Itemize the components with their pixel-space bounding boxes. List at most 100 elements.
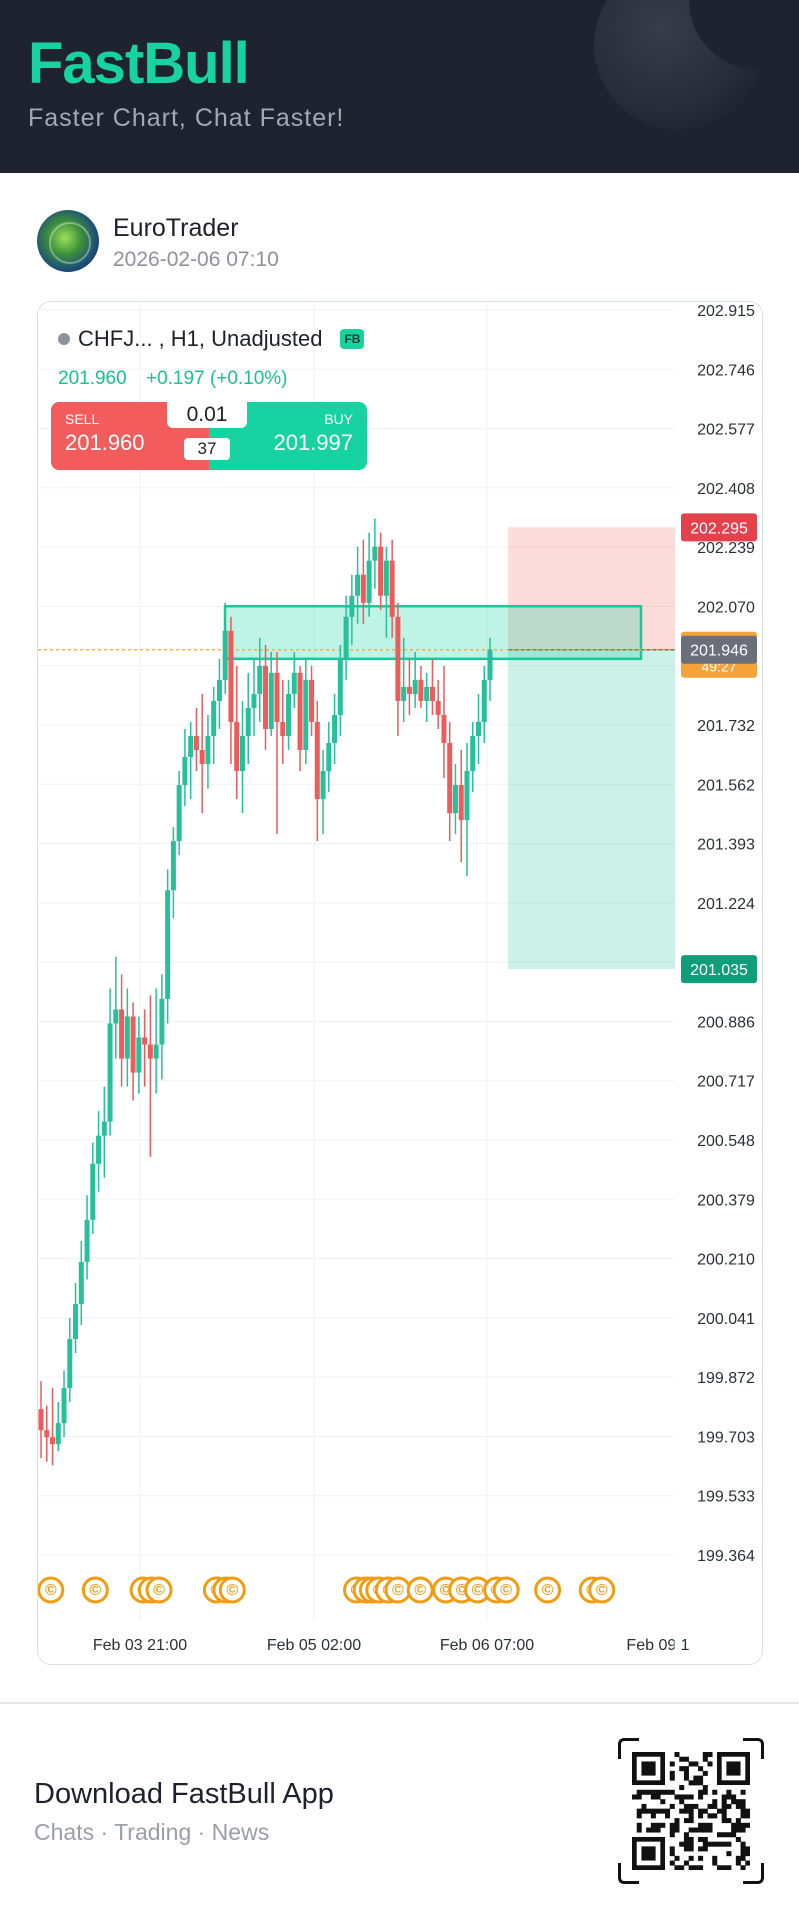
candle-body (251, 693, 257, 708)
quote-row: 201.960 +0.197 (+0.10%) (58, 368, 288, 390)
post-timestamp: 2026-02-06 07:10 (113, 248, 279, 271)
qr-module (726, 1841, 732, 1847)
price-axis-label: 202.070 (697, 599, 755, 616)
qr-module (669, 1832, 675, 1838)
price-axis-label: 200.379 (697, 1192, 755, 1209)
take-profit-zone (508, 649, 675, 970)
qr-module (698, 1808, 704, 1814)
qr-module (740, 1822, 746, 1828)
qr-module (688, 1855, 694, 1861)
qr-module (655, 1789, 661, 1795)
qr-module (698, 1855, 704, 1861)
qr-module (745, 1822, 750, 1828)
qr-module (636, 1827, 642, 1833)
qr-module (740, 1841, 746, 1847)
qr-module (698, 1780, 704, 1786)
event-marker-icon (218, 1576, 246, 1604)
spread-badge: 37 (184, 438, 230, 460)
qr-module (702, 1756, 708, 1762)
qr-module (688, 1818, 694, 1824)
current-price-tag-bg (681, 635, 757, 664)
candle-body (55, 1423, 61, 1445)
qr-module (745, 1808, 750, 1814)
candle-body (424, 686, 430, 701)
qr-module (702, 1770, 708, 1776)
candle-body (153, 1044, 159, 1059)
qr-module (641, 1808, 647, 1814)
lot-size-input[interactable]: 0.01 (167, 402, 247, 428)
qr-module (650, 1808, 656, 1814)
last-price: 201.960 (58, 368, 127, 389)
qr-module (688, 1813, 694, 1819)
event-marker-glyph: © (153, 1582, 165, 1599)
qr-module (655, 1827, 661, 1833)
event-marker-icon (534, 1576, 562, 1604)
symbol-timeframe[interactable]: , H1, Unadjusted (158, 326, 323, 351)
candle-body (44, 1430, 50, 1438)
symbol-row[interactable]: CHFJ... , H1, Unadjusted FB (58, 326, 365, 352)
qr-module (688, 1780, 694, 1786)
qr-module (693, 1780, 699, 1786)
candle-body (297, 672, 303, 751)
qr-module (660, 1822, 666, 1828)
qr-module (698, 1846, 704, 1852)
qr-module (721, 1865, 727, 1870)
qr-module (726, 1789, 732, 1795)
qr-module (731, 1799, 737, 1805)
qr-module (716, 1841, 722, 1847)
qr-module (688, 1827, 694, 1833)
candle-body (119, 1009, 125, 1059)
qr-module (740, 1808, 746, 1814)
qr-module (745, 1813, 750, 1819)
candlestick-chart[interactable]: 202.915 202.746 202.577 202.408 202.239 202.0… (38, 302, 762, 1664)
candle-body (159, 998, 165, 1045)
qr-module (665, 1789, 671, 1795)
qr-module (674, 1794, 680, 1800)
qr-module (636, 1794, 642, 1800)
qr-code[interactable] (618, 1738, 764, 1884)
buy-price: 201.997 (273, 430, 353, 455)
qr-module (707, 1841, 713, 1847)
qr-module (716, 1808, 722, 1814)
candle-body (383, 560, 389, 596)
qr-module (646, 1827, 652, 1833)
candle-body (107, 1023, 113, 1122)
candle-body (199, 750, 205, 765)
qr-module (693, 1827, 699, 1833)
qr-module (655, 1808, 661, 1814)
qr-module (698, 1789, 704, 1795)
download-subtitle: Chats · Trading · News (34, 1819, 270, 1845)
avatar[interactable] (37, 210, 99, 272)
price-axis-label: 202.239 (697, 540, 755, 557)
qr-module (735, 1855, 741, 1861)
qr-module (679, 1785, 685, 1791)
event-marker-icon (145, 1576, 173, 1604)
qr-module (707, 1752, 713, 1758)
event-marker-icon (588, 1576, 616, 1604)
download-title[interactable]: Download FastBull App (34, 1778, 334, 1810)
qr-module (698, 1865, 704, 1870)
qr-module (702, 1752, 708, 1758)
qr-module (688, 1846, 694, 1852)
candle-body (245, 707, 251, 736)
candle-body (366, 560, 372, 603)
event-marker-glyph: © (45, 1582, 57, 1599)
symbol-name[interactable]: CHFJ... (78, 326, 153, 351)
candle-body (372, 546, 378, 561)
qr-module (702, 1789, 708, 1795)
qr-module (650, 1822, 656, 1828)
qr-module (721, 1832, 727, 1838)
take-profit-tag-bg (681, 955, 757, 984)
candle-body (291, 672, 297, 694)
qr-module (740, 1789, 746, 1795)
event-marker-glyph: © (392, 1582, 404, 1599)
chart-card[interactable]: 202.915 202.746 202.577 202.408 202.239 202.0… (37, 301, 763, 1665)
candle-body (286, 693, 292, 736)
author-name[interactable]: EuroTrader (113, 214, 239, 242)
price-axis-label: 202.577 (697, 422, 755, 439)
sell-button[interactable]: SELL 201.960 (51, 402, 209, 470)
event-marker-glyph: © (500, 1582, 512, 1599)
qr-module (693, 1865, 699, 1870)
qr-module (745, 1851, 750, 1857)
buy-button[interactable]: BUY 201.997 (209, 402, 367, 470)
